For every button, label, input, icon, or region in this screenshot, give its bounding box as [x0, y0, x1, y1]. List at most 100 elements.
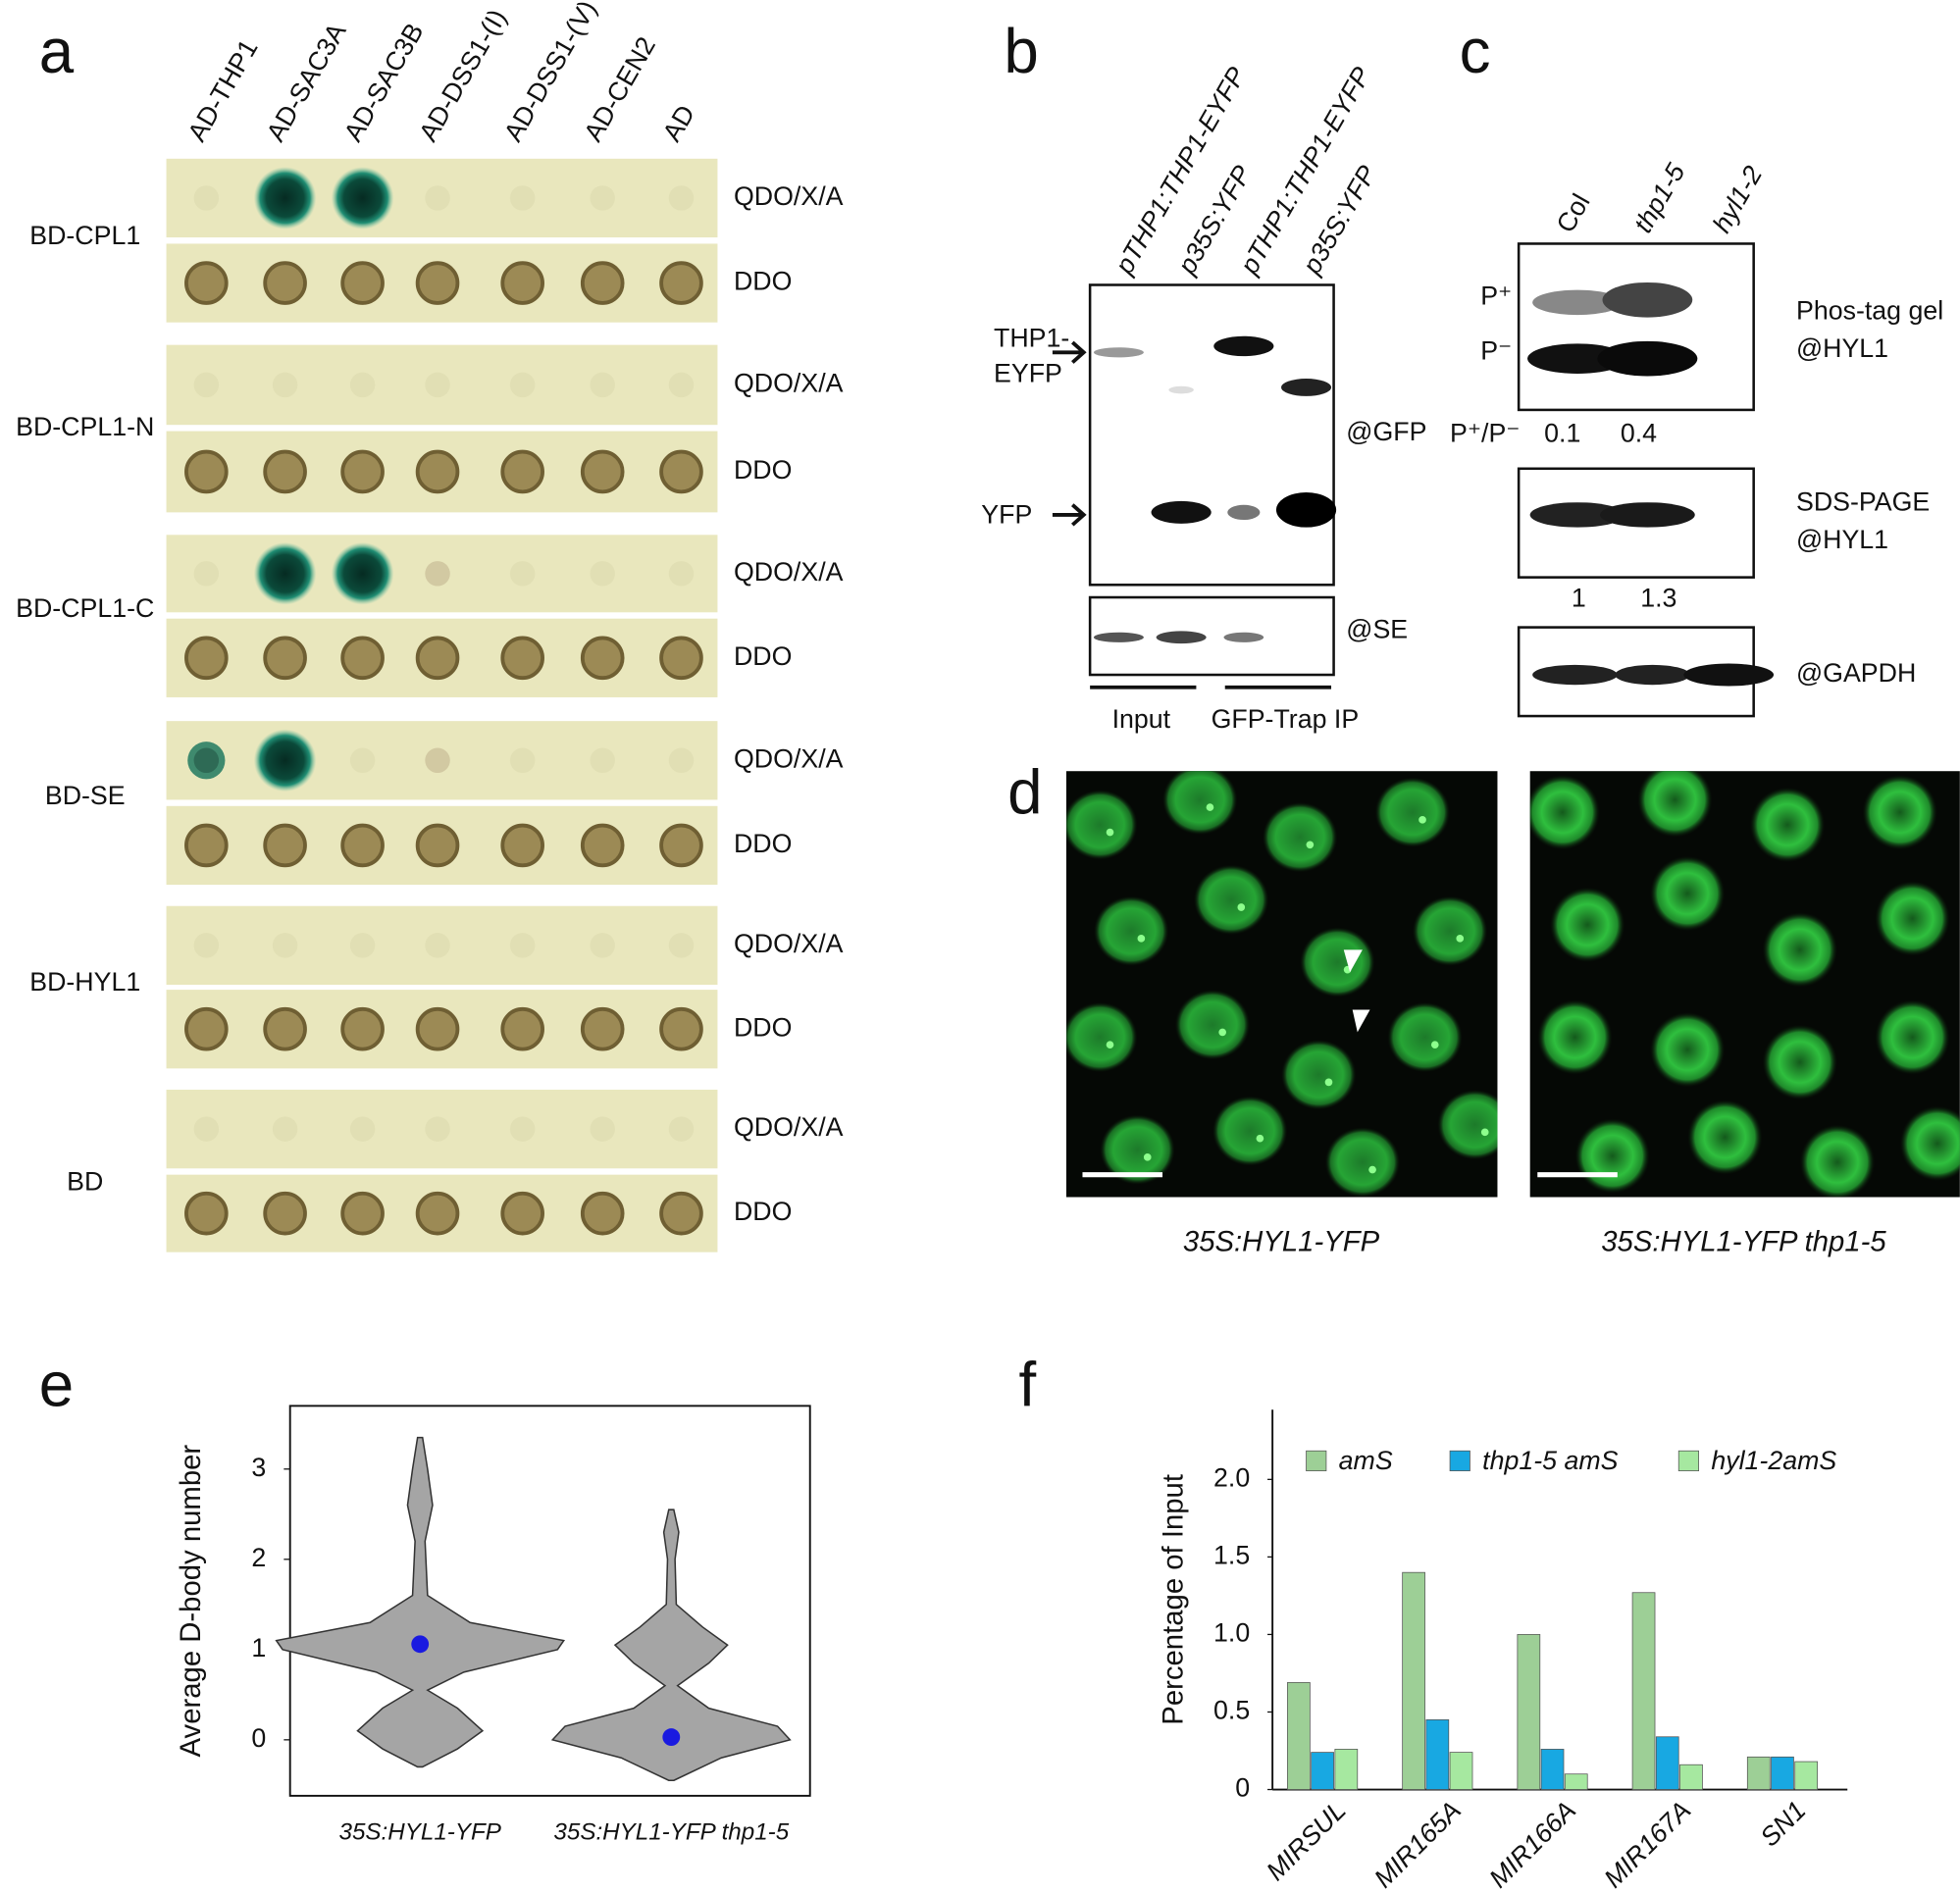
colony [425, 933, 450, 958]
colony [193, 561, 220, 587]
nucleus [1749, 787, 1826, 863]
legend-swatch [1306, 1450, 1327, 1472]
mean-marker [662, 1728, 681, 1747]
band [1683, 663, 1775, 687]
medium-label: QDO/X/A [734, 557, 844, 587]
group-label: GFP-Trap IP [1212, 704, 1360, 734]
dbody [1143, 1153, 1152, 1161]
blot [1517, 242, 1755, 412]
colony [659, 449, 703, 494]
colony [415, 1006, 460, 1051]
panel-label: f [1019, 1351, 1037, 1420]
y-tick-label: 0 [1235, 1773, 1250, 1803]
bar [1540, 1749, 1565, 1790]
marker-label: THP1- [994, 324, 1069, 353]
band [1093, 347, 1144, 358]
colony [184, 636, 229, 681]
nucleus [1387, 1001, 1463, 1073]
nucleus [1529, 774, 1600, 850]
level-value: 1.3 [1640, 584, 1676, 613]
nucleus [1687, 1099, 1763, 1175]
bar [1311, 1752, 1334, 1790]
medium-label: DDO [734, 455, 792, 485]
colony [590, 1116, 615, 1142]
antibody-label: @GFP [1346, 417, 1426, 446]
colony [500, 636, 544, 681]
colony [340, 636, 385, 681]
colony [500, 449, 544, 494]
marker-label: YFP [981, 499, 1032, 529]
column-label: AD-CEN2 [578, 32, 661, 147]
nucleus [1093, 895, 1169, 966]
bar [1794, 1761, 1819, 1790]
band [1599, 502, 1695, 528]
medium-label: QDO/X/A [734, 929, 844, 958]
colony [509, 185, 536, 211]
colony [193, 185, 220, 211]
band [1281, 379, 1332, 396]
column-label: AD [657, 100, 701, 146]
nucleus [1193, 864, 1269, 936]
nucleus [1574, 1118, 1650, 1194]
medium-label: DDO [734, 267, 792, 296]
nucleus [1281, 1040, 1357, 1110]
band [1213, 335, 1274, 357]
colony [425, 185, 450, 211]
colony [509, 747, 536, 774]
colony [349, 372, 376, 398]
nucleus [1374, 777, 1451, 847]
band [1223, 632, 1264, 642]
colony [659, 636, 703, 681]
bar [1334, 1749, 1359, 1790]
ratio-label: P⁺/P⁻ [1450, 418, 1520, 447]
colony [272, 1116, 298, 1142]
colony [340, 261, 385, 305]
blot [1088, 283, 1335, 587]
bar [1655, 1736, 1679, 1790]
blot-label: @GAPDH [1796, 658, 1916, 688]
colony [659, 823, 703, 868]
column-label: AD-SAC3A [261, 18, 352, 146]
nucleus [1212, 1096, 1288, 1166]
medium-label: QDO/X/A [734, 368, 844, 397]
colony [509, 372, 536, 398]
blot-label: @HYL1 [1796, 333, 1888, 363]
colony [425, 372, 450, 398]
ratio-value: 0.1 [1544, 418, 1580, 447]
colony [349, 747, 376, 774]
band [1168, 385, 1194, 394]
colony [263, 1006, 307, 1051]
bar [1402, 1571, 1425, 1790]
colony [184, 261, 229, 305]
band [1532, 664, 1618, 686]
band [1093, 632, 1144, 642]
y-tick-label: 1.5 [1213, 1540, 1250, 1569]
row-label: BD [67, 1167, 103, 1197]
lane-label: thp1-5 [1628, 158, 1691, 237]
arrowhead [1352, 1009, 1370, 1033]
colony [580, 1191, 625, 1236]
colony [253, 167, 317, 230]
dbody [1430, 1041, 1439, 1048]
colony [580, 636, 625, 681]
nucleus [1549, 887, 1625, 963]
band [1597, 340, 1698, 377]
dbody [1480, 1128, 1489, 1137]
dbody [1418, 815, 1426, 824]
nucleus [1174, 990, 1251, 1060]
bar [1564, 1773, 1588, 1790]
colony [253, 541, 317, 605]
colony [193, 933, 220, 958]
row-label: BD-SE [45, 781, 126, 810]
level-value: 1 [1572, 584, 1586, 613]
nucleus [1762, 1024, 1838, 1100]
caption: 35S:HYL1-YFP [1183, 1225, 1380, 1257]
colony [668, 185, 695, 211]
colony [500, 261, 544, 305]
colony [425, 1116, 450, 1142]
band [1156, 631, 1207, 644]
band [1615, 664, 1690, 686]
colony [590, 185, 615, 211]
colony [253, 729, 317, 793]
